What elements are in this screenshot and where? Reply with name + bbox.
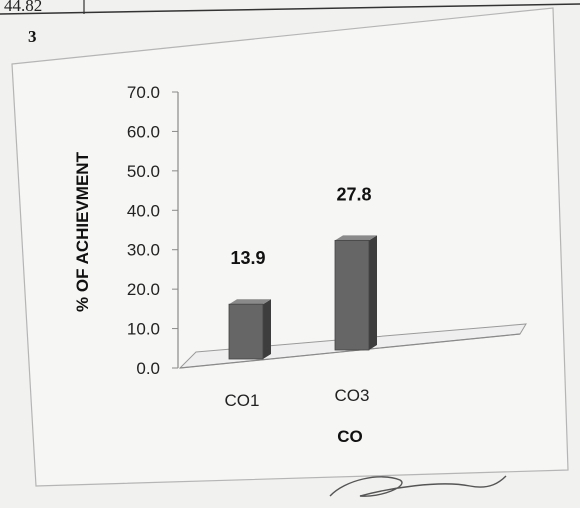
- category-labels-group: CO1 CO3: [225, 386, 370, 410]
- y-tick-label: 0.0: [136, 359, 160, 378]
- bar-side-face: [263, 299, 271, 359]
- bar-co3: [334, 235, 377, 351]
- y-axis-ticks: 0.0 10.0 20.0 30.0 40.0 50.0 60.0 70.0: [127, 83, 178, 378]
- bar-top-face: [229, 299, 271, 305]
- category-label-co1: CO1: [225, 391, 260, 410]
- bars-group: [228, 235, 377, 360]
- data-label-co1: 13.9: [230, 248, 265, 268]
- y-axis-title: % OF ACHIEVMENT: [73, 151, 92, 312]
- header-table-fragment: 44.82 3: [0, 0, 580, 46]
- chart-border: [11, 7, 569, 487]
- y-tick-label: 30.0: [127, 241, 160, 260]
- table-bottom-rule: [0, 3, 580, 15]
- header-top-value: 44.82: [4, 0, 42, 15]
- data-labels-group: 13.9 27.8: [230, 184, 371, 268]
- section-number: 3: [28, 27, 37, 46]
- bar-co1: [228, 299, 271, 360]
- y-tick-label: 50.0: [127, 162, 160, 181]
- bar-top-face: [335, 235, 377, 241]
- y-tick-label: 40.0: [127, 201, 160, 220]
- bar-side-face: [369, 235, 377, 350]
- y-tick-label: 60.0: [127, 122, 160, 141]
- category-label-co3: CO3: [335, 386, 370, 405]
- y-tick-label: 20.0: [127, 280, 160, 299]
- y-tick-label: 70.0: [127, 83, 160, 102]
- bar-front-face: [334, 239, 370, 351]
- bar-front-face: [228, 303, 264, 360]
- x-axis-title: CO: [337, 427, 363, 446]
- data-label-co3: 27.8: [336, 184, 371, 204]
- signature-scribble: [329, 475, 507, 497]
- y-tick-label: 10.0: [127, 320, 160, 339]
- x-axis-line: [179, 333, 521, 369]
